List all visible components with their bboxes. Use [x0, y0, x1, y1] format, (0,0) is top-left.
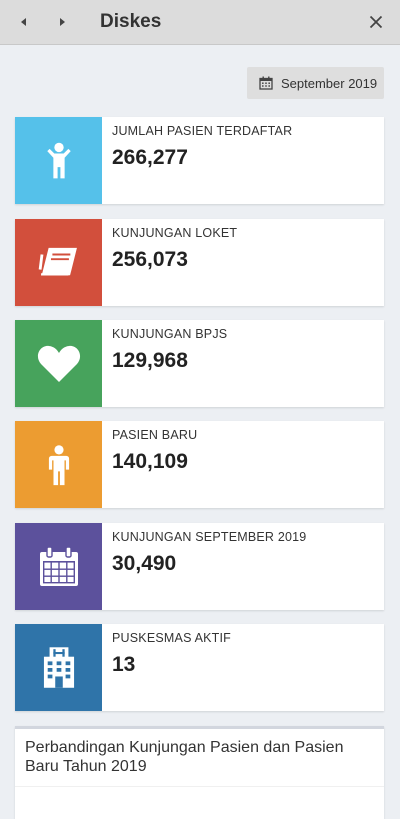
stat-card-active-health-centers: PUSKESMAS AKTIF 13 — [15, 624, 384, 711]
stat-tile — [15, 523, 102, 610]
stat-label: JUMLAH PASIEN TERDAFTAR — [112, 124, 293, 138]
stat-value: 13 — [112, 653, 136, 676]
chart-section-title: Perbandingan Kunjungan Pasien dan Pasien… — [25, 739, 344, 775]
stat-label: KUNJUNGAN SEPTEMBER 2019 — [112, 530, 307, 544]
stat-value: 30,490 — [112, 552, 177, 575]
stat-tile — [15, 624, 102, 711]
hospital-icon — [43, 646, 74, 688]
stat-card-registered-patients: JUMLAH PASIEN TERDAFTAR 266,277 — [15, 117, 384, 204]
stat-label: KUNJUNGAN BPJS — [112, 327, 228, 341]
chevron-left-icon — [21, 18, 26, 26]
heart-icon — [37, 345, 80, 382]
page-title: Diskes — [100, 11, 162, 32]
stat-card-bpjs-visits: KUNJUNGAN BPJS 129,968 — [15, 320, 384, 407]
close-icon — [369, 15, 383, 29]
stat-card-month-visits: KUNJUNGAN SEPTEMBER 2019 30,490 — [15, 523, 384, 610]
stat-tile — [15, 320, 102, 407]
stat-label: PASIEN BARU — [112, 428, 198, 442]
stat-label: PUSKESMAS AKTIF — [112, 631, 232, 645]
back-button[interactable] — [13, 11, 35, 33]
stat-label: KUNJUNGAN LOKET — [112, 226, 238, 240]
person-icon — [48, 444, 69, 485]
chevron-right-icon — [60, 18, 65, 26]
close-button[interactable] — [366, 12, 386, 32]
forward-button[interactable] — [51, 11, 73, 33]
title-bar: Diskes — [0, 0, 400, 45]
stat-card-new-patients: PASIEN BARU 140,109 — [15, 421, 384, 508]
book-icon — [38, 247, 77, 275]
stat-value: 266,277 — [112, 146, 188, 169]
calendar-icon — [259, 76, 273, 90]
stat-tile — [15, 219, 102, 306]
stat-card-counter-visits: KUNJUNGAN LOKET 256,073 — [15, 219, 384, 306]
stat-tile — [15, 421, 102, 508]
child-icon — [46, 142, 71, 178]
stat-tile — [15, 117, 102, 204]
stat-value: 129,968 — [112, 349, 188, 372]
date-filter-label: September 2019 — [281, 75, 378, 91]
stat-value: 140,109 — [112, 450, 188, 473]
date-filter-button[interactable]: September 2019 — [247, 67, 384, 99]
divider — [15, 786, 384, 787]
stat-value: 256,073 — [112, 248, 188, 271]
comparison-chart-card: Perbandingan Kunjungan Pasien dan Pasien… — [15, 726, 384, 819]
calendar-icon — [39, 546, 78, 586]
